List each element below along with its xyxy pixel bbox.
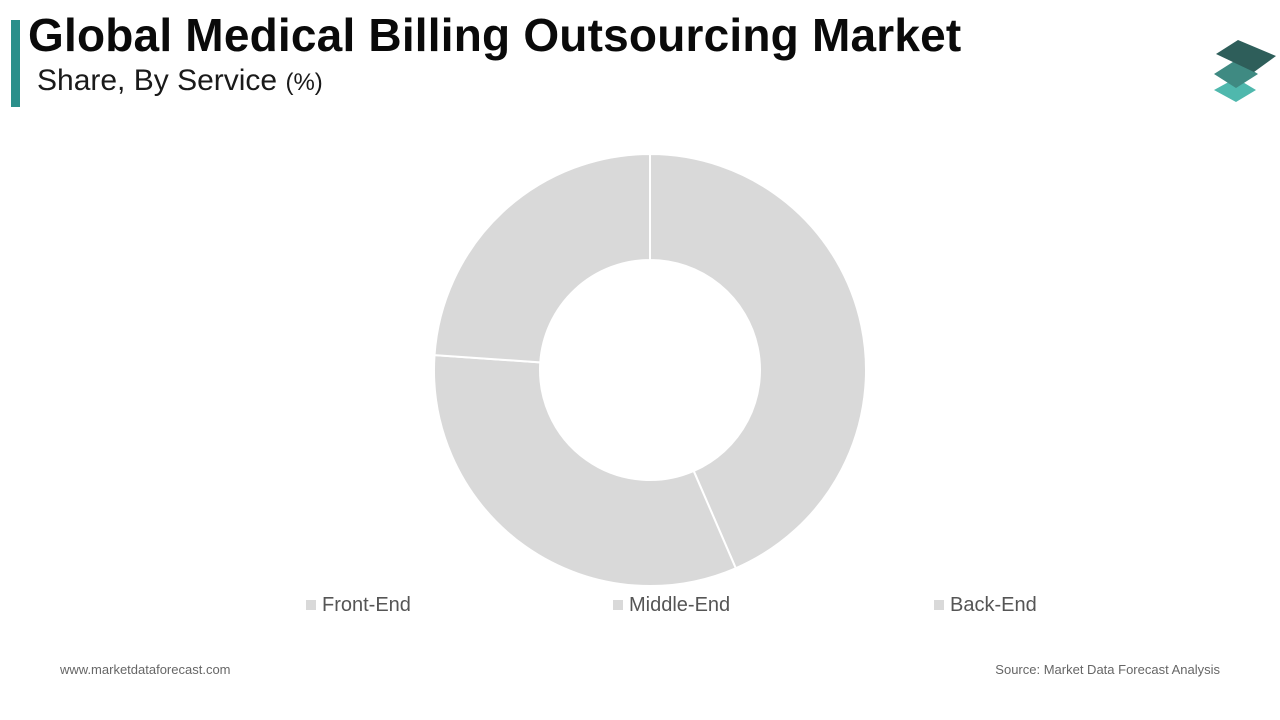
logo-layer-bottom [1214,78,1256,102]
subtitle-text: Share, By Service [37,64,278,97]
legend-swatch [306,600,316,610]
legend-label-front-end: Front-End [322,593,411,616]
donut-slice-middle-end [433,354,738,587]
donut-slice-back-end [433,152,651,364]
page-subtitle: Share, By Service (%) [37,64,323,98]
footer-website: www.marketdataforecast.com [60,662,231,677]
legend-swatch [613,600,623,610]
legend-item-back-end: Back-End [934,593,1037,617]
logo-layer-top [1216,40,1276,72]
page-title: Global Medical Billing Outsourcing Marke… [28,9,962,61]
stacked-layers-icon [1214,40,1276,102]
legend-swatch [934,600,944,610]
subtitle-unit: (%) [285,69,323,96]
footer-source: Source: Market Data Forecast Analysis [995,662,1220,677]
donut-slice-front-end [649,152,867,570]
title-accent-bar [11,20,20,107]
legend-label-middle-end: Middle-End [629,593,731,616]
legend-item-middle-end: Middle-End [613,593,730,617]
donut-chart [433,152,867,587]
legend-label-back-end: Back-End [950,593,1037,616]
legend-item-front-end: Front-End [306,593,411,617]
